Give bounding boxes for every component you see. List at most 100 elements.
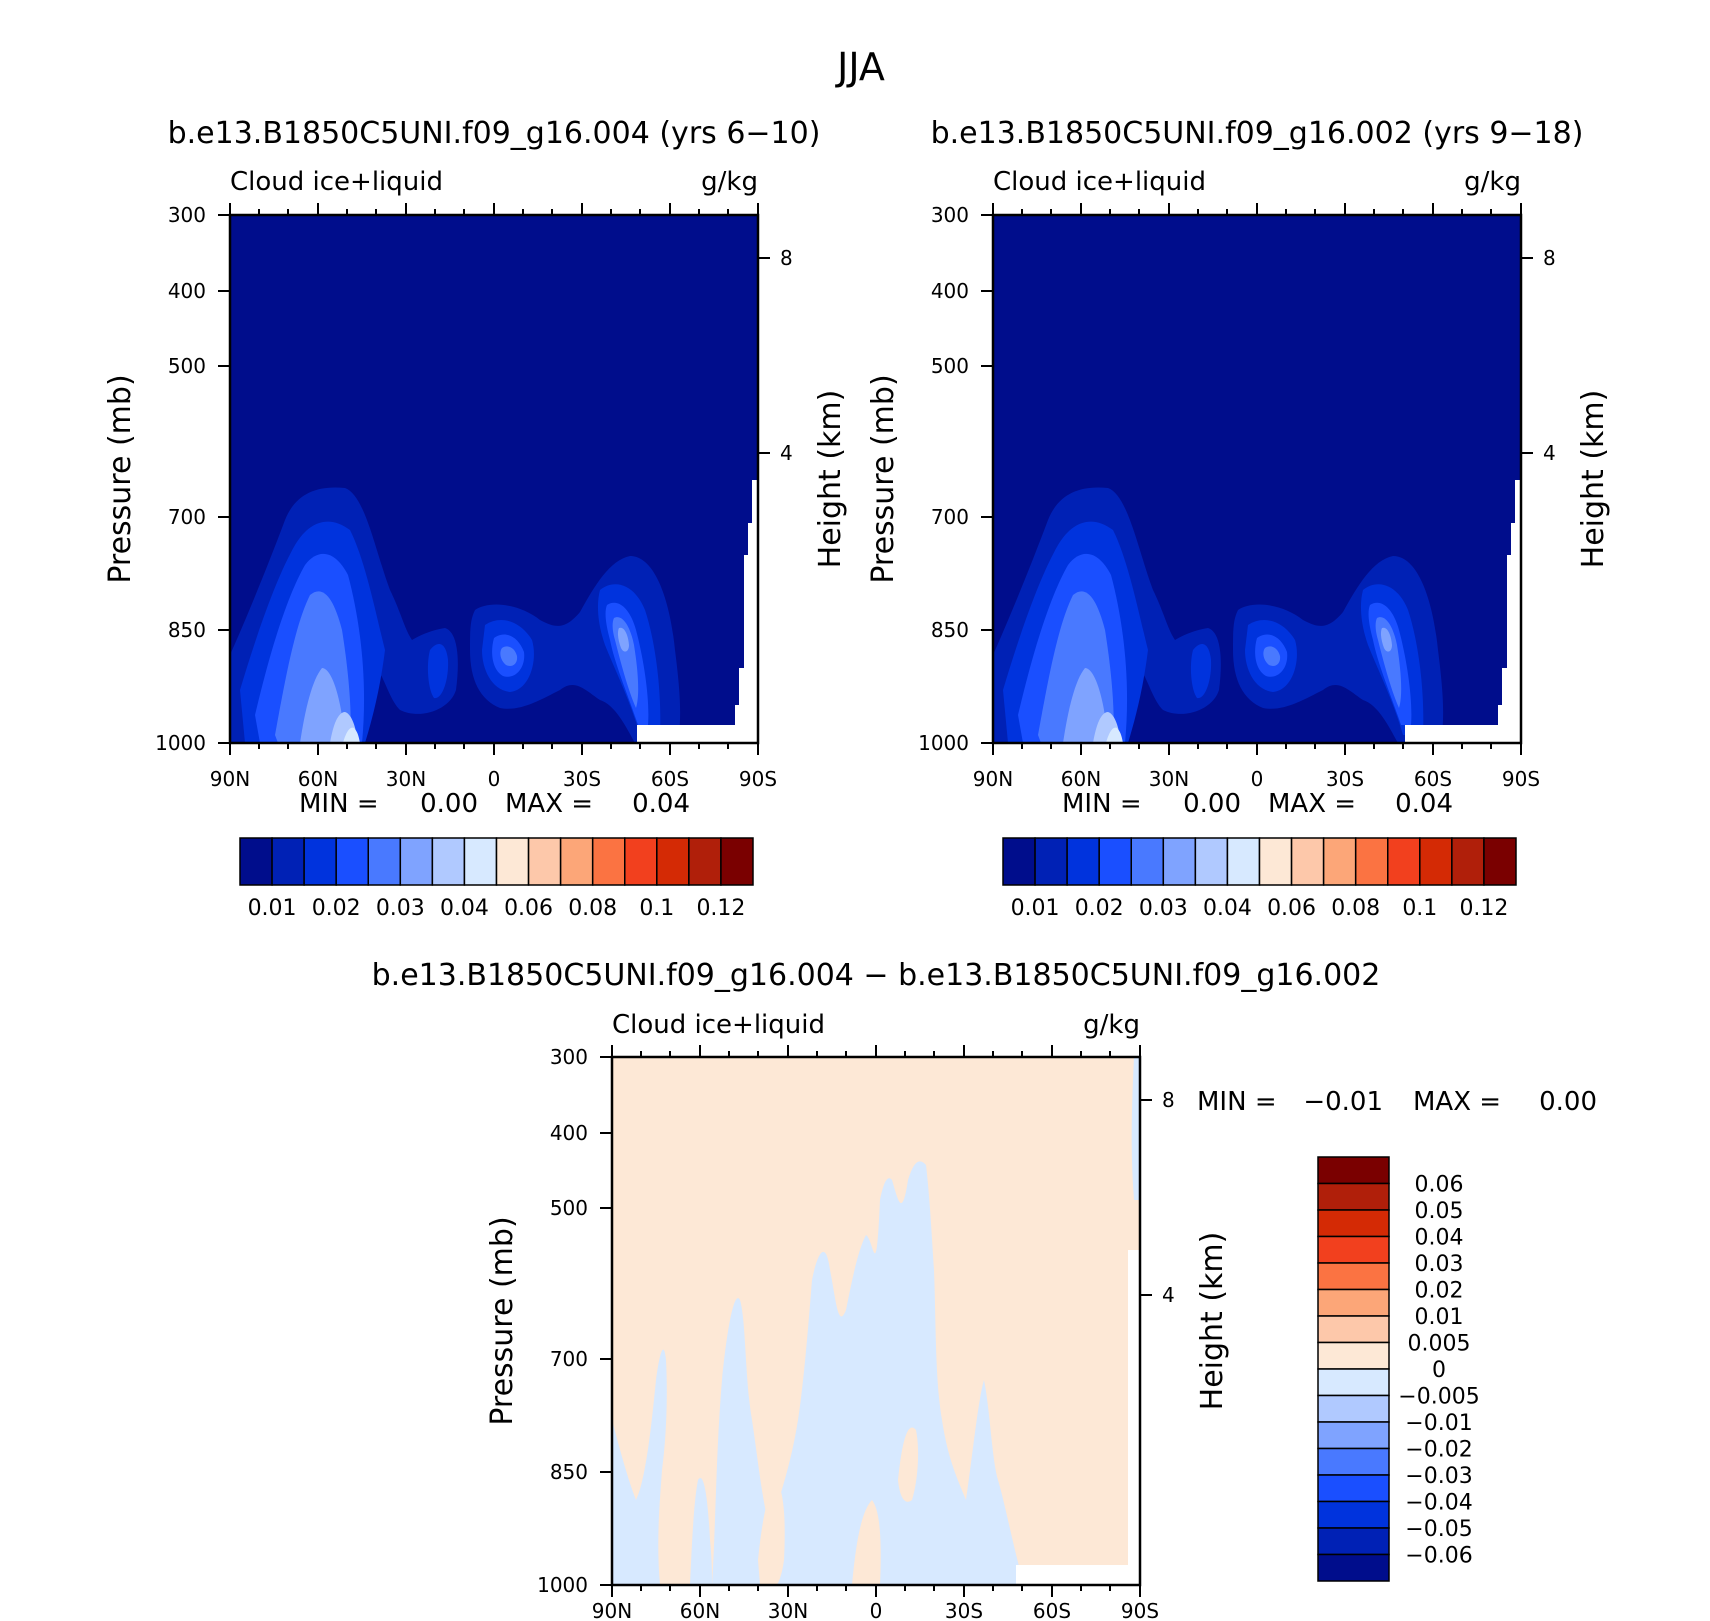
max-label: MAX = — [505, 789, 593, 819]
colorbar-label: 0.01 — [1011, 896, 1060, 921]
x-tick-label: 30N — [386, 767, 426, 791]
colorbar-swatch — [303, 837, 337, 886]
x-tick-label: 60N — [1061, 767, 1101, 791]
y-tick-label: 700 — [168, 505, 206, 529]
contour-level-5b — [1380, 627, 1392, 652]
height-tick-label: 8 — [780, 246, 793, 270]
colorbar-swatch — [1354, 837, 1389, 886]
x-tick-label: 60S — [1414, 767, 1452, 791]
min-value: 0.00 — [420, 789, 478, 819]
colorbar-label: 0.1 — [639, 896, 674, 921]
y-tick-label: 300 — [168, 203, 206, 227]
contour-level-4b — [1263, 617, 1402, 708]
x-tick-label: 60N — [680, 1599, 720, 1621]
max-label: MAX = — [1413, 1087, 1501, 1117]
y-axis-label: Pressure (mb) — [866, 374, 901, 583]
x-tick-label: 30S — [945, 1599, 983, 1621]
contour-level-7 — [343, 727, 360, 743]
units-label: g/kg — [1464, 167, 1521, 197]
colorbar-swatch — [1317, 1182, 1390, 1211]
y-tick-label: 500 — [931, 354, 969, 378]
y-tick-label: 1000 — [155, 731, 206, 755]
y-axis-label-right: Height (km) — [813, 390, 848, 569]
x-tick-label: 90S — [739, 767, 777, 791]
contour-level-2c — [427, 644, 449, 699]
height-tick-label: 4 — [780, 441, 793, 465]
contour-field — [230, 215, 758, 743]
colorbar-label: −0.005 — [1398, 1385, 1479, 1410]
y-tick-label: 700 — [550, 1347, 588, 1371]
colorbar-swatch — [431, 837, 466, 886]
x-tick-labels: 90N 60N 30N 0 30S 60S 90S — [592, 1599, 1159, 1621]
units-label: g/kg — [1083, 1010, 1140, 1040]
colorbar-swatch — [1317, 1156, 1390, 1185]
y-tick-label: 300 — [550, 1045, 588, 1069]
colorbar-swatch — [1317, 1368, 1390, 1397]
colorbar-swatch — [399, 837, 434, 886]
colorbar-swatch — [656, 837, 690, 886]
colorbar-swatch — [1419, 837, 1453, 886]
x-tick-label: 60S — [1033, 1599, 1071, 1621]
x-tick-label: 90S — [1502, 767, 1540, 791]
colorbar-swatch — [1483, 837, 1517, 886]
y-axis-label-right: Height (km) — [1576, 390, 1611, 569]
max-label: MAX = — [1268, 789, 1356, 819]
colorbar-swatch — [271, 837, 305, 886]
y-tick-label: 400 — [931, 279, 969, 303]
colorbar: 0.01 0.02 0.03 0.04 0.06 0.08 0.1 0.12 — [1002, 837, 1517, 921]
colorbar: 0.060.050.040.030.020.010.0050−0.005−0.0… — [1317, 1156, 1480, 1582]
y-tick-label: 500 — [550, 1196, 588, 1220]
y-axis-label: Pressure (mb) — [103, 374, 138, 583]
colorbar-swatch — [367, 837, 402, 886]
colorbar-label: 0.03 — [1139, 896, 1188, 921]
units-label: g/kg — [701, 167, 758, 197]
y-axis-label: Pressure (mb) — [485, 1216, 520, 1425]
contour-field — [612, 1057, 1140, 1585]
colorbar-swatch — [1317, 1288, 1390, 1317]
colorbar-label: 0.08 — [1331, 896, 1380, 921]
colorbar-label: 0.1 — [1402, 896, 1437, 921]
colorbar-label: −0.04 — [1405, 1491, 1472, 1516]
x-tick-label: 0 — [488, 767, 501, 791]
variable-label: Cloud ice+liquid — [612, 1010, 825, 1040]
colorbar-label: 0.005 — [1408, 1332, 1471, 1357]
colorbar-swatch — [1317, 1209, 1390, 1238]
contour-level-3b — [492, 602, 649, 725]
x-tick-labels: 90N 60N 30N 0 30S 60S 90S — [210, 767, 777, 791]
max-value: 0.04 — [1395, 789, 1453, 819]
colorbar-swatch — [1226, 837, 1261, 886]
y-tick-labels-right: 8 4 — [1543, 246, 1556, 465]
x-tick-label: 60N — [298, 767, 338, 791]
colorbar-label: 0.03 — [1415, 1252, 1464, 1277]
colorbar-label: 0.04 — [440, 896, 489, 921]
positive-island-3 — [898, 1427, 919, 1502]
colorbar-swatch — [1258, 837, 1293, 886]
colorbar-label: 0.05 — [1415, 1199, 1464, 1224]
colorbar-swatch — [1066, 837, 1100, 886]
min-label: MIN = — [299, 789, 379, 819]
y-tick-label: 1000 — [537, 1573, 588, 1597]
y-tick-label: 850 — [550, 1460, 588, 1484]
negative-region-center — [712, 1161, 1024, 1585]
colorbar-label: 0.02 — [1415, 1279, 1464, 1304]
colorbar-swatch — [559, 837, 594, 886]
colorbar-swatch — [1034, 837, 1068, 886]
colorbar-label: 0.06 — [504, 896, 553, 921]
x-ticks — [611, 1045, 1141, 1597]
x-tick-label: 30S — [1326, 767, 1364, 791]
colorbar-label: 0.06 — [1267, 896, 1316, 921]
colorbar-swatch — [1317, 1474, 1390, 1503]
colorbar-swatch — [1317, 1527, 1390, 1556]
max-value: 0.04 — [632, 789, 690, 819]
colorbar-swatch — [1317, 1553, 1390, 1582]
negative-region-left — [612, 1349, 667, 1585]
colorbar-swatch — [688, 837, 722, 886]
x-tick-label: 90S — [1121, 1599, 1159, 1621]
x-tick-label: 0 — [1251, 767, 1264, 791]
colorbar-swatch — [1130, 837, 1165, 886]
min-label: MIN = — [1062, 789, 1142, 819]
colorbar-swatch — [1162, 837, 1197, 886]
y-ticks — [600, 1056, 1152, 1586]
colorbar-swatch — [1451, 837, 1485, 886]
max-value: 0.00 — [1539, 1087, 1597, 1117]
